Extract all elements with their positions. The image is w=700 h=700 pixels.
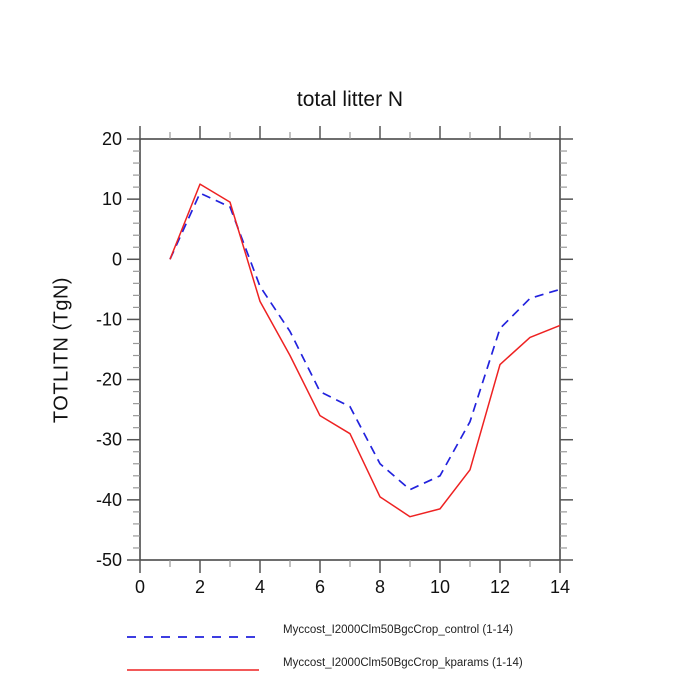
- x-tick-label: 14: [550, 577, 570, 597]
- y-tick-label: 0: [112, 249, 122, 269]
- x-tick-label: 8: [375, 577, 385, 597]
- x-tick-label: 12: [490, 577, 510, 597]
- legend-swatch-kparams: [127, 660, 259, 671]
- y-tick-label: -30: [96, 430, 122, 450]
- y-tick-label: 10: [102, 189, 122, 209]
- axis-box: [139, 138, 561, 561]
- chart-title: total litter N: [296, 88, 404, 111]
- y-tick-label: -10: [96, 309, 122, 329]
- x-tick-label: 10: [430, 577, 450, 597]
- y-tick-label: -20: [96, 370, 122, 390]
- y-tick-label: -40: [96, 490, 122, 510]
- x-tick-label: 0: [135, 577, 145, 597]
- x-tick-label: 2: [195, 577, 205, 597]
- series-line-kparams: [169, 183, 561, 518]
- x-tick-label: 4: [255, 577, 265, 597]
- y-tick-label: -50: [96, 550, 122, 570]
- legend-label-control: Myccost_I2000Clm50BgcCrop_control (1-14): [283, 624, 514, 636]
- series-line-control: [169, 192, 561, 491]
- legend-swatch-control: [127, 627, 259, 638]
- x-tick-label: 6: [315, 577, 325, 597]
- legend-label-kparams: Myccost_I2000Clm50BgcCrop_kparams (1-14): [283, 657, 523, 669]
- y-tick-label: 20: [102, 129, 122, 149]
